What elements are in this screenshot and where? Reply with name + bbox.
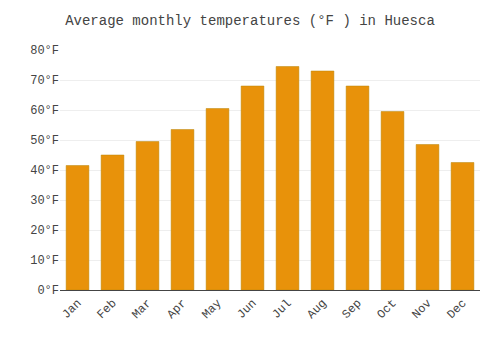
svg-text:Feb: Feb xyxy=(94,297,119,322)
svg-text:20°F: 20°F xyxy=(30,224,59,238)
svg-text:40°F: 40°F xyxy=(30,164,59,178)
svg-text:70°F: 70°F xyxy=(30,74,59,88)
svg-text:Aug: Aug xyxy=(304,297,329,322)
svg-text:0°F: 0°F xyxy=(37,284,59,298)
svg-text:50°F: 50°F xyxy=(30,134,59,148)
svg-text:Nov: Nov xyxy=(409,297,434,322)
svg-text:Jan: Jan xyxy=(59,297,84,322)
svg-text:May: May xyxy=(199,297,224,322)
svg-text:Dec: Dec xyxy=(444,297,469,322)
svg-text:10°F: 10°F xyxy=(30,254,59,268)
svg-text:Mar: Mar xyxy=(129,297,154,322)
svg-text:Oct: Oct xyxy=(374,297,399,322)
svg-text:30°F: 30°F xyxy=(30,194,59,208)
svg-text:Jul: Jul xyxy=(269,297,294,322)
svg-text:Average monthly temperatures (: Average monthly temperatures (°F ) in Hu… xyxy=(65,13,435,29)
svg-text:Apr: Apr xyxy=(164,297,189,322)
svg-text:Sep: Sep xyxy=(339,297,364,322)
svg-text:Jun: Jun xyxy=(234,297,259,322)
svg-text:60°F: 60°F xyxy=(30,104,59,118)
svg-text:80°F: 80°F xyxy=(30,44,59,58)
